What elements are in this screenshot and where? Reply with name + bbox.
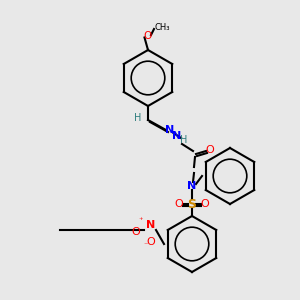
Text: ⁺: ⁺ — [139, 217, 143, 226]
Text: CH₃: CH₃ — [154, 23, 170, 32]
Text: N: N — [188, 181, 196, 191]
Text: H: H — [134, 113, 142, 123]
Text: O: O — [201, 199, 209, 209]
Text: S: S — [188, 197, 196, 211]
Text: O: O — [147, 237, 155, 247]
Text: ⁻: ⁻ — [144, 241, 148, 250]
Text: O: O — [206, 145, 214, 155]
Text: H: H — [180, 135, 188, 145]
Text: N: N — [146, 220, 156, 230]
Text: O: O — [175, 199, 183, 209]
Text: O: O — [132, 227, 140, 237]
Text: N: N — [172, 131, 182, 141]
Text: N: N — [165, 125, 175, 135]
Text: O: O — [144, 31, 152, 41]
